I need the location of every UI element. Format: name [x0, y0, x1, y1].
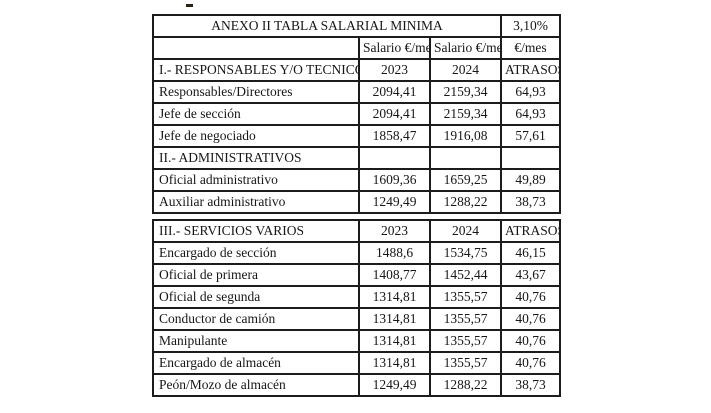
value-2023: 1314,81 — [358, 307, 431, 331]
value-2023: 1314,81 — [358, 285, 431, 309]
title-row: ANEXO II TABLA SALARIAL MINIMA 3,10% — [151, 14, 562, 38]
salary-table-upper: ANEXO II TABLA SALARIAL MINIMA 3,10% Sal… — [151, 14, 562, 214]
table-row: Oficial administrativo 1609,36 1659,25 4… — [152, 168, 562, 192]
value-atrasos: 64,93 — [500, 102, 562, 126]
units-row: Salario €/mes Salario €/mes €/mes — [152, 36, 562, 60]
value-atrasos: 40,76 — [500, 307, 561, 331]
atrasos-header: ATRASOS — [500, 58, 562, 82]
row-label: Oficial administrativo — [152, 168, 360, 192]
row-label: Responsables/Directores — [152, 80, 360, 104]
value-2024: 1355,57 — [429, 329, 502, 353]
row-label: Manipulante — [152, 329, 360, 353]
table-row: Oficial de primera 1408,77 1452,44 43,67 — [152, 263, 561, 287]
table-row: Encargado de almacén 1314,81 1355,57 40,… — [152, 351, 561, 375]
value-atrasos: 40,76 — [500, 351, 561, 375]
value-2023: 1249,49 — [358, 373, 431, 397]
section-header-responsables: I.- RESPONSABLES Y/O TECNICOS 2023 2024 … — [152, 58, 562, 82]
row-label: Jefe de negociado — [152, 124, 360, 148]
units-2023: Salario €/mes — [358, 36, 431, 60]
value-2023: 1488,6 — [358, 241, 431, 265]
table-row: Jefe de sección 2094,41 2159,34 64,93 — [152, 102, 562, 126]
row-label: Oficial de segunda — [152, 285, 360, 309]
increase-percent: 3,10% — [500, 14, 562, 38]
table-row: Peón/Mozo de almacén 1249,49 1288,22 38,… — [152, 373, 561, 397]
table-row: Responsables/Directores 2094,41 2159,34 … — [152, 80, 562, 104]
value-2024: 1452,44 — [429, 263, 502, 287]
salary-table-lower: III.- SERVICIOS VARIOS 2023 2024 ATRASOS… — [152, 219, 561, 397]
value-atrasos: 43,67 — [500, 263, 561, 287]
value-atrasos: 57,61 — [500, 124, 562, 148]
value-2024: 1659,25 — [428, 168, 503, 192]
empty-cell — [428, 146, 503, 170]
table-row: Oficial de segunda 1314,81 1355,57 40,76 — [152, 285, 561, 309]
value-2024: 1355,57 — [429, 307, 502, 331]
value-2024: 1288,22 — [428, 190, 503, 214]
table-row: Conductor de camión 1314,81 1355,57 40,7… — [152, 307, 561, 331]
value-2023: 1408,77 — [358, 263, 431, 287]
units-atrasos: €/mes — [500, 36, 562, 60]
row-label: Conductor de camión — [152, 307, 360, 331]
value-2023: 1858,47 — [358, 124, 431, 148]
value-atrasos: 38,73 — [500, 190, 562, 214]
value-2023: 1314,81 — [358, 329, 431, 353]
section-header-administrativos: II.- ADMINISTRATIVOS — [152, 146, 562, 170]
salary-tables: ANEXO II TABLA SALARIAL MINIMA 3,10% Sal… — [151, 14, 562, 397]
value-atrasos: 46,15 — [500, 241, 561, 265]
row-label: Auxiliar administrativo — [152, 190, 360, 214]
value-2023: 2094,41 — [358, 80, 431, 104]
empty-cell — [500, 146, 562, 170]
value-2024: 2159,34 — [428, 80, 503, 104]
table-row: Encargado de sección 1488,6 1534,75 46,1… — [152, 241, 561, 265]
row-label: Peón/Mozo de almacén — [152, 373, 360, 397]
table-row: Auxiliar administrativo 1249,49 1288,22 … — [152, 190, 562, 214]
year-2023-header: 2023 — [358, 58, 431, 82]
value-atrasos: 40,76 — [500, 329, 561, 353]
value-atrasos: 49,89 — [500, 168, 562, 192]
row-label: Encargado de sección — [152, 241, 360, 265]
empty-cell — [358, 146, 431, 170]
value-2023: 1609,36 — [358, 168, 431, 192]
value-2024: 1355,57 — [429, 285, 502, 309]
value-2023: 2094,41 — [358, 102, 431, 126]
value-atrasos: 40,76 — [500, 285, 561, 309]
section-label: III.- SERVICIOS VARIOS — [152, 219, 360, 243]
section-header-servicios-varios: III.- SERVICIOS VARIOS 2023 2024 ATRASOS — [152, 219, 561, 243]
value-2023: 1249,49 — [358, 190, 431, 214]
value-2024: 2159,34 — [428, 102, 503, 126]
row-label: Oficial de primera — [152, 263, 360, 287]
row-label: Jefe de sección — [152, 102, 360, 126]
value-atrasos: 38,73 — [500, 373, 561, 397]
year-2023-header: 2023 — [358, 219, 431, 243]
table-title: ANEXO II TABLA SALARIAL MINIMA — [151, 14, 503, 38]
value-2024: 1288,22 — [429, 373, 502, 397]
value-2023: 1314,81 — [358, 351, 431, 375]
year-2024-header: 2024 — [428, 58, 503, 82]
value-2024: 1534,75 — [429, 241, 502, 265]
value-2024: 1355,57 — [429, 351, 502, 375]
stray-dash-mark — [186, 4, 193, 7]
section-label: II.- ADMINISTRATIVOS — [152, 146, 360, 170]
table-row: Manipulante 1314,81 1355,57 40,76 — [152, 329, 561, 353]
row-label: Encargado de almacén — [152, 351, 360, 375]
value-atrasos: 64,93 — [500, 80, 562, 104]
year-2024-header: 2024 — [429, 219, 502, 243]
units-2024: Salario €/mes — [428, 36, 503, 60]
table-row: Jefe de negociado 1858,47 1916,08 57,61 — [152, 124, 562, 148]
units-row-label — [152, 36, 360, 60]
atrasos-header: ATRASOS — [500, 219, 561, 243]
value-2024: 1916,08 — [428, 124, 503, 148]
section-label: I.- RESPONSABLES Y/O TECNICOS — [152, 58, 360, 82]
